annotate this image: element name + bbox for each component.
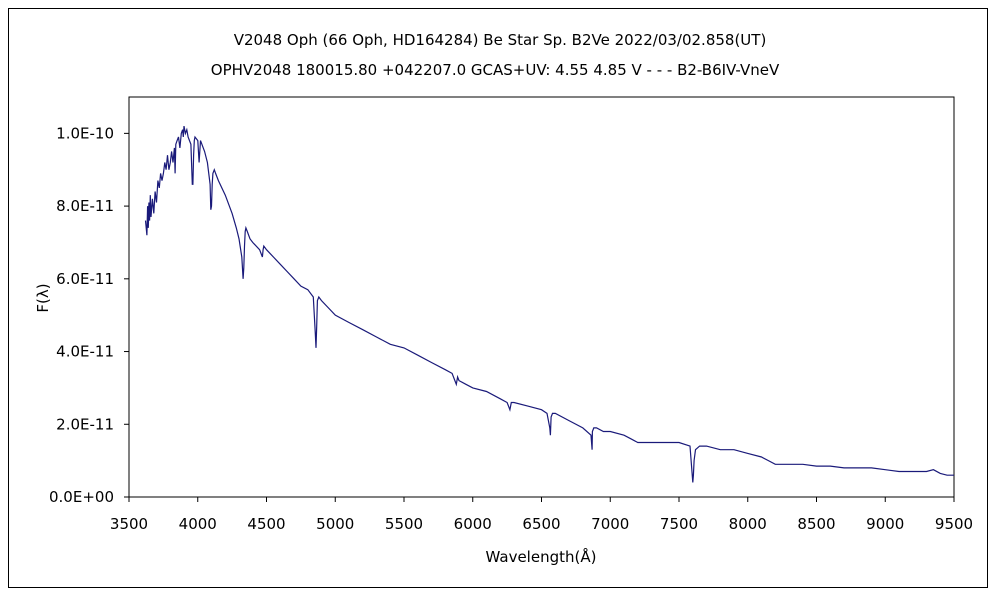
x-tick-label: 5500 bbox=[385, 515, 423, 533]
y-axis-label: F(λ) bbox=[34, 283, 52, 312]
x-tick-label: 6000 bbox=[454, 515, 492, 533]
x-tick-label: 9000 bbox=[866, 515, 904, 533]
plot-area bbox=[128, 96, 955, 498]
x-tick-label: 3500 bbox=[110, 515, 148, 533]
x-tick-label: 7500 bbox=[660, 515, 698, 533]
y-tick-label: 4.0E-11 bbox=[56, 343, 114, 361]
y-tick-label: 6.0E-11 bbox=[56, 270, 114, 288]
spectrum-line bbox=[144, 125, 954, 483]
x-tick-label: 9500 bbox=[935, 515, 973, 533]
x-tick-label: 7000 bbox=[591, 515, 629, 533]
series-group bbox=[144, 125, 954, 483]
y-axis-ticks: 0.0E+00 2.0E-11 4.0E-11 6.0E-11 8.0E-11 1.0E-… bbox=[49, 124, 129, 506]
x-axis-ticks: 3500 4000 4500 5000 5500 6000 6500 7000 7500 8000… bbox=[110, 497, 973, 533]
chart-frame bbox=[8, 8, 988, 588]
x-tick-label: 8500 bbox=[797, 515, 835, 533]
y-tick-label: 1.0E-10 bbox=[56, 124, 114, 142]
x-axis-label: Wavelength(Å) bbox=[486, 547, 597, 566]
x-tick-label: 6500 bbox=[522, 515, 560, 533]
chart-subtitle: OPHV2048 180015.80 +042207.0 GCAS+UV: 4.… bbox=[211, 61, 780, 79]
x-tick-label: 4500 bbox=[247, 515, 285, 533]
x-tick-label: 4000 bbox=[179, 515, 217, 533]
x-tick-label: 5000 bbox=[316, 515, 354, 533]
x-tick-label: 8000 bbox=[729, 515, 767, 533]
y-tick-label: 8.0E-11 bbox=[56, 197, 114, 215]
chart-title: V2048 Oph (66 Oph, HD164284) Be Star Sp.… bbox=[234, 31, 767, 49]
y-tick-label: 0.0E+00 bbox=[49, 488, 114, 506]
y-tick-label: 2.0E-11 bbox=[56, 415, 114, 433]
